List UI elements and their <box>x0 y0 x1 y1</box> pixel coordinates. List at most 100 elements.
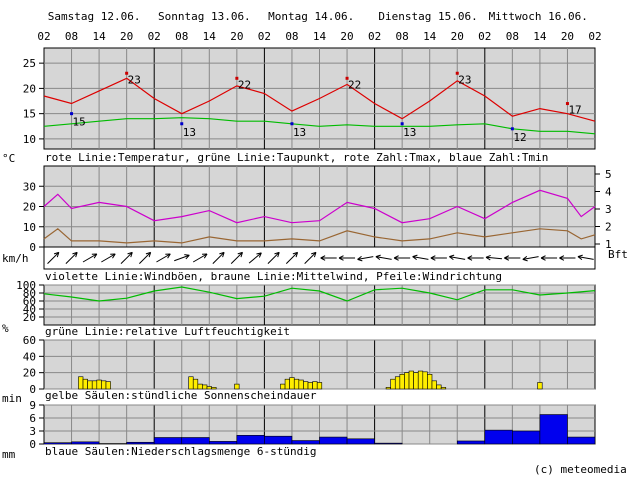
hour-tick: 08 <box>285 30 298 43</box>
wind-arrow-shaft <box>304 251 317 265</box>
wind-direction-arrows <box>47 251 594 265</box>
wind-arrow-head <box>522 255 528 262</box>
sunshine-bar <box>82 378 88 390</box>
wind-arrow-head <box>165 253 171 259</box>
tmax-label: 17 <box>568 104 581 117</box>
sunshine-caption: gelbe Säulen:stündliche Sonnenscheindaue… <box>45 389 317 402</box>
tmin-label: 13 <box>293 126 306 139</box>
wind-arrow <box>320 255 337 261</box>
sunshine-bar <box>422 371 428 390</box>
precipitation-bar <box>456 440 486 445</box>
precipitation-y-tick: 3 <box>29 425 36 438</box>
temperature-caption: rote Linie:Temperatur, grüne Linie:Taupu… <box>45 151 548 164</box>
wind-arrow-shaft <box>375 256 392 260</box>
precipitation-bar <box>181 437 210 445</box>
tmax-label: 22 <box>238 78 251 91</box>
wind-arrow <box>285 251 299 265</box>
tmin-point <box>400 122 404 126</box>
humidity-y-tick: 60 <box>23 295 36 308</box>
wind-arrow-head <box>91 253 98 259</box>
wind-arrow <box>485 254 502 261</box>
wind-arrow-shaft <box>522 256 539 260</box>
bft-unit: Bft <box>608 248 628 261</box>
hour-tick: 20 <box>340 30 353 43</box>
wind-arrow <box>559 255 576 261</box>
sunshine-bar <box>413 372 419 390</box>
precipitation-bar <box>153 437 183 445</box>
hour-tick-labels: 02 08 14 20 02 08 14 20 02 08 14 20 02 08 14 20 02 08 14 20… <box>37 30 601 43</box>
precipitation-y-tick: 9 <box>29 399 36 412</box>
wind-arrow-head <box>127 251 133 258</box>
wind-arrow-shaft <box>285 251 298 265</box>
temperature-unit: °C <box>2 152 15 165</box>
wind-arrow-head <box>559 255 565 261</box>
hour-tick: 08 <box>175 30 188 43</box>
sunshine-bar <box>188 376 194 390</box>
humidity-unit: % <box>2 322 9 335</box>
wind-arrow <box>430 255 447 261</box>
wind-arrow <box>156 253 171 263</box>
day-labels: Samstag 12.06. Sonntag 13.06. Montag 14.06… <box>48 10 588 23</box>
sunshine-bar <box>78 376 84 390</box>
humidity-y-tick: 100 <box>16 279 36 292</box>
precipitation-bar <box>346 438 375 445</box>
wind-arrow-shaft <box>139 251 152 265</box>
wind-arrow-head <box>53 251 60 258</box>
wind-arrow <box>174 254 190 262</box>
hour-tick: 08 <box>65 30 78 43</box>
precipitation-bar <box>264 435 293 445</box>
wind-arrow <box>212 251 225 265</box>
sunshine-bars: 0 20 40 60 <box>23 334 543 396</box>
precipitation-bar <box>539 414 568 445</box>
wind-arrow-shaft <box>449 256 466 260</box>
wind-lines: 0 10 20 30 1 2 3 4 5 <box>23 168 612 254</box>
wind-arrow-shaft <box>230 251 243 265</box>
day-label: Sonntag 13.06. <box>158 10 251 23</box>
sunshine-grid <box>44 339 595 390</box>
temperature-panel: 10 15 20 25 23 22 22 23 17 15 13 13 13 12 °C rote Lin… <box>2 47 596 165</box>
day-label: Samstag 12.06. <box>48 10 141 23</box>
sunshine-bar <box>303 381 309 390</box>
wind-arrow-head <box>320 255 326 261</box>
sunshine-bar <box>537 382 543 390</box>
wind-arrow-shaft <box>47 251 60 265</box>
sunshine-y-tick: 0 <box>29 383 36 396</box>
sunshine-bar <box>284 378 290 390</box>
mean-wind-line <box>43 228 596 244</box>
hour-tick: 14 <box>313 30 327 43</box>
tmin-label: 13 <box>403 126 416 139</box>
wind-arrow <box>375 254 392 261</box>
wind-arrow <box>393 255 411 261</box>
hour-tick: 20 <box>451 30 464 43</box>
wind-arrow-shaft <box>485 256 502 260</box>
day-label: Dienstag 15.06. <box>378 10 477 23</box>
wind-arrow-head <box>430 255 436 261</box>
wind-arrow-head <box>412 254 418 261</box>
wind-arrow-shaft <box>82 253 98 263</box>
tmax-point <box>345 76 349 80</box>
wind-arrow-head <box>540 255 546 261</box>
wind-arrow-head <box>256 252 262 258</box>
hour-tick: 20 <box>120 30 133 43</box>
wind-arrow <box>65 251 78 265</box>
precipitation-bar <box>126 441 155 445</box>
wind-y-tick: 0 <box>29 241 36 254</box>
sunshine-unit: min <box>2 392 22 405</box>
wind-arrow-shaft <box>156 253 171 263</box>
bft-tick: 5 <box>605 168 612 181</box>
wind-arrow-head <box>577 254 583 261</box>
tmin-label: 13 <box>183 126 196 139</box>
wind-arrow-head <box>375 254 381 261</box>
wind-arrow-shaft <box>65 251 78 265</box>
wind-arrow-head <box>237 251 243 258</box>
sunshine-bar <box>417 370 424 390</box>
tmax-point <box>565 102 569 106</box>
wind-arrow-shaft <box>212 251 225 265</box>
wind-arrow-head <box>219 251 225 258</box>
sunshine-bar <box>385 387 391 390</box>
precipitation-caption: blaue Säulen:Niederschlagsmenge 6-stündi… <box>45 445 317 458</box>
hour-tick: 14 <box>92 30 106 43</box>
hour-tick: 20 <box>230 30 243 43</box>
